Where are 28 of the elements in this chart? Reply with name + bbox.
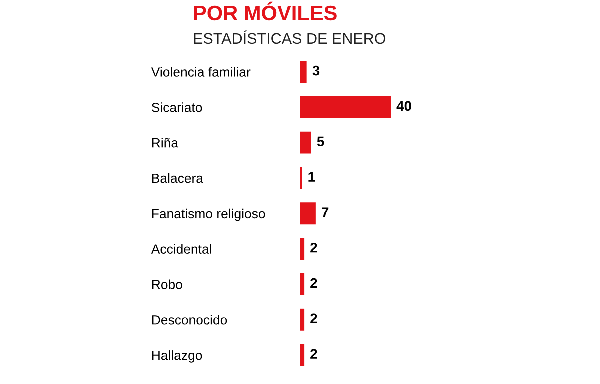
y-tick-label: Accidental [151,244,212,254]
bar [300,61,307,83]
y-tick-label: Balacera [152,173,204,184]
data-label: 5 [317,136,324,147]
y-tick-label: Desconocido [152,315,228,325]
bar [300,202,316,225]
chart-title: POR MÓVILES [194,2,337,21]
y-tick-label: Violencia familiar [151,67,251,77]
data-label: 3 [312,66,320,76]
data-label: 2 [310,278,318,288]
chart-subtitle: ESTADÍSTICAS DE ENERO [194,30,386,44]
bar [300,238,305,260]
data-label: 1 [308,172,316,182]
data-label: 2 [310,314,318,324]
data-label: 40 [396,101,412,112]
y-tick-label: Sicariato [152,102,202,112]
y-tick-label: Robo [152,280,182,290]
bar [300,96,391,118]
bar [300,308,305,331]
bar [300,274,305,296]
data-label: 7 [322,208,329,218]
data-label: 2 [310,349,318,359]
y-tick-label: Fanatismo religioso [152,208,266,222]
y-tick-label: Hallazgo [152,350,202,363]
bar [300,132,312,154]
data-label: 2 [310,242,318,253]
bar [300,344,305,366]
y-tick-label: Riña [152,138,179,148]
